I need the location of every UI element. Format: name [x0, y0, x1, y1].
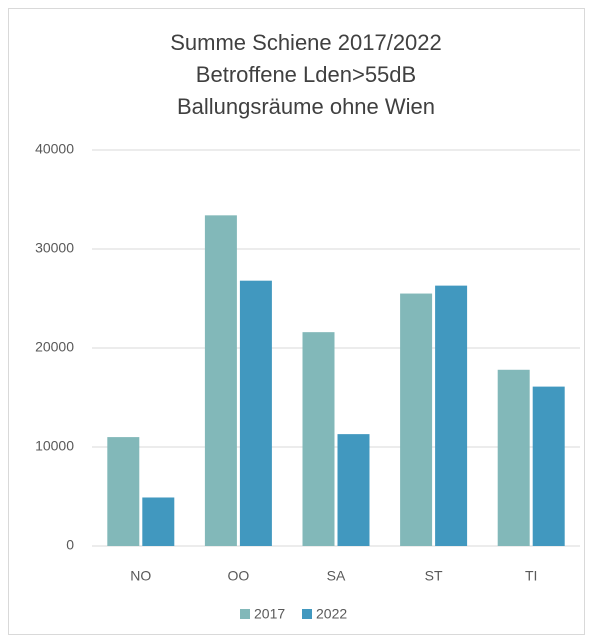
y-tick-label: 0 — [66, 537, 74, 553]
legend-swatch — [302, 609, 312, 619]
chart-title: Summe Schiene 2017/2022 — [170, 30, 442, 55]
y-tick-label: 10000 — [35, 438, 74, 454]
bar — [302, 332, 335, 546]
bar — [204, 215, 237, 546]
x-tick-label: TI — [525, 568, 537, 584]
chart-title: Ballungsräume ohne Wien — [177, 94, 435, 119]
x-tick-label: SA — [327, 568, 346, 584]
bar — [142, 497, 175, 546]
bar — [532, 386, 565, 546]
chart-frame — [8, 8, 585, 635]
legend-label: 2017 — [254, 606, 285, 622]
bar — [400, 293, 433, 546]
legend-label: 2022 — [316, 606, 347, 622]
bar — [107, 437, 140, 546]
y-tick-label: 20000 — [35, 339, 74, 355]
bar — [435, 285, 468, 546]
y-tick-label: 40000 — [35, 141, 74, 157]
x-tick-label: ST — [425, 568, 443, 584]
bar — [239, 280, 272, 546]
bar — [497, 369, 530, 546]
bar — [337, 434, 370, 546]
legend-swatch — [240, 609, 250, 619]
y-tick-label: 30000 — [35, 240, 74, 256]
chart-title: Betroffene Lden>55dB — [196, 62, 416, 87]
x-tick-label: NO — [130, 568, 151, 584]
x-tick-label: OO — [228, 568, 250, 584]
